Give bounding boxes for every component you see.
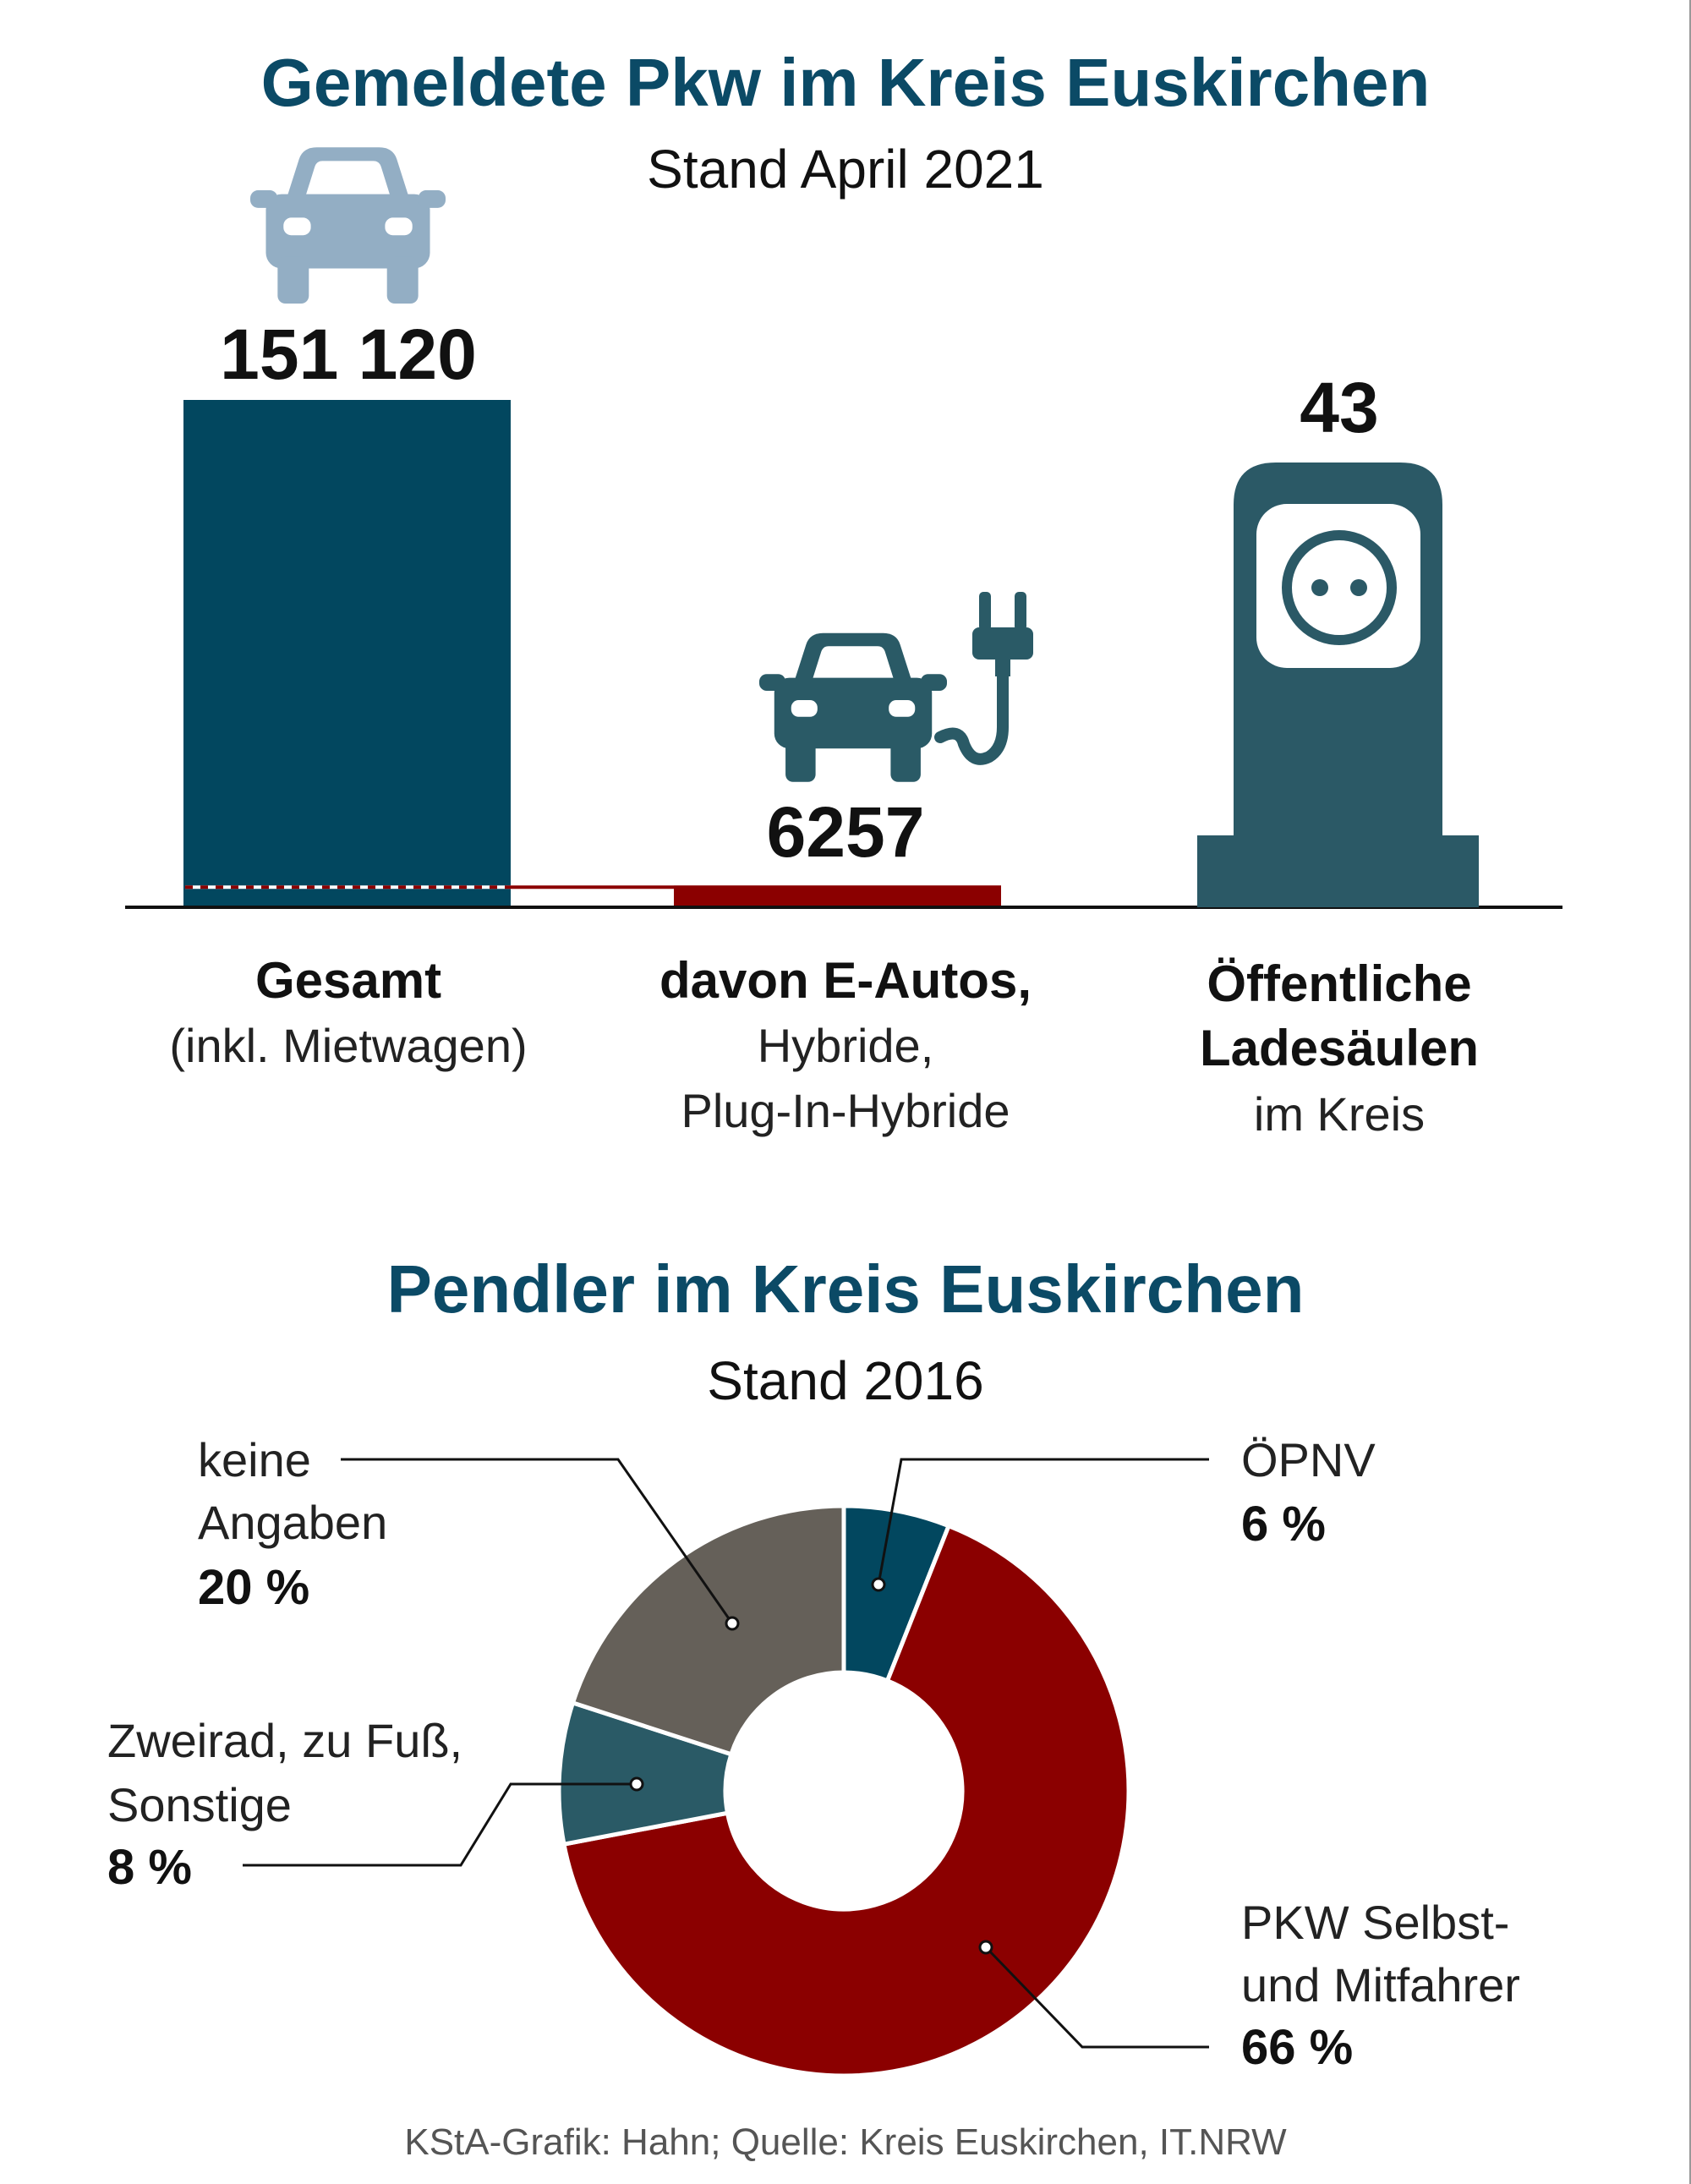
gesamt-value: 151 120: [220, 315, 477, 394]
label-oepnv-value: 6 %: [1241, 1497, 1326, 1552]
leader-dot-pkw: [978, 1940, 993, 1955]
electric-car-plug-icon: [759, 592, 1033, 782]
section1-title: Gemeldete Pkw im Kreis Euskirchen: [261, 45, 1431, 120]
gesamt-label: Gesamt: [255, 952, 441, 1009]
label-zweirad-line1: Zweirad, zu Fuß,: [107, 1714, 462, 1767]
charging-station-socket-icon: [1197, 463, 1479, 907]
label-zweirad-line2: Sonstige: [107, 1778, 292, 1831]
label-keine-line1: keine: [198, 1433, 311, 1486]
leader-dot-keine: [725, 1616, 740, 1631]
car-icon: [250, 147, 446, 304]
gesamt-sublabel: (inkl. Mietwagen): [169, 1019, 527, 1072]
label-keine-line2: Angaben: [198, 1496, 387, 1549]
bar-eautos: [674, 885, 1001, 906]
label-pkw-line1: PKW Selbst-: [1241, 1896, 1509, 1949]
ladesaeulen-label-line2: Ladesäulen: [1200, 1020, 1479, 1076]
source-footer: KStA-Grafik: Hahn; Quelle: Kreis Euskirc…: [404, 2121, 1287, 2163]
eautos-label-line2: Hybride,: [758, 1019, 934, 1072]
donut-slice-keine: [570, 1503, 846, 1757]
label-pkw-line2: und Mitfahrer: [1241, 1958, 1520, 2012]
label-oepnv-line1: ÖPNV: [1241, 1433, 1376, 1486]
label-pkw-value: 66 %: [1241, 2020, 1353, 2075]
donut-slice-pkw: [561, 1523, 1131, 2078]
eautos-value: 6257: [767, 792, 925, 872]
label-keine-value: 20 %: [198, 1560, 309, 1615]
section1-subtitle: Stand April 2021: [647, 139, 1044, 200]
leader-line-oepnv: [877, 1458, 1209, 1585]
ladesaeulen-value: 43: [1300, 368, 1378, 447]
ladesaeulen-label-line3: im Kreis: [1254, 1087, 1425, 1141]
section2-title: Pendler im Kreis Euskirchen: [387, 1251, 1305, 1327]
eautos-label: davon E-Autos,: [659, 952, 1032, 1009]
leader-line-zweirad: [243, 1782, 637, 1867]
leader-line-keine: [341, 1458, 734, 1624]
ladesaeulen-label-line1: Öffentliche: [1207, 955, 1471, 1012]
section2-subtitle: Stand 2016: [707, 1350, 983, 1411]
eautos-label-line3: Plug-In-Hybride: [681, 1084, 1010, 1137]
leader-dot-zweirad: [629, 1776, 644, 1792]
label-zweirad-value: 8 %: [107, 1840, 192, 1895]
leader-dot-oepnv: [871, 1577, 886, 1592]
leader-line-pkw: [984, 1946, 1209, 2049]
bar-gesamt: [183, 400, 511, 906]
